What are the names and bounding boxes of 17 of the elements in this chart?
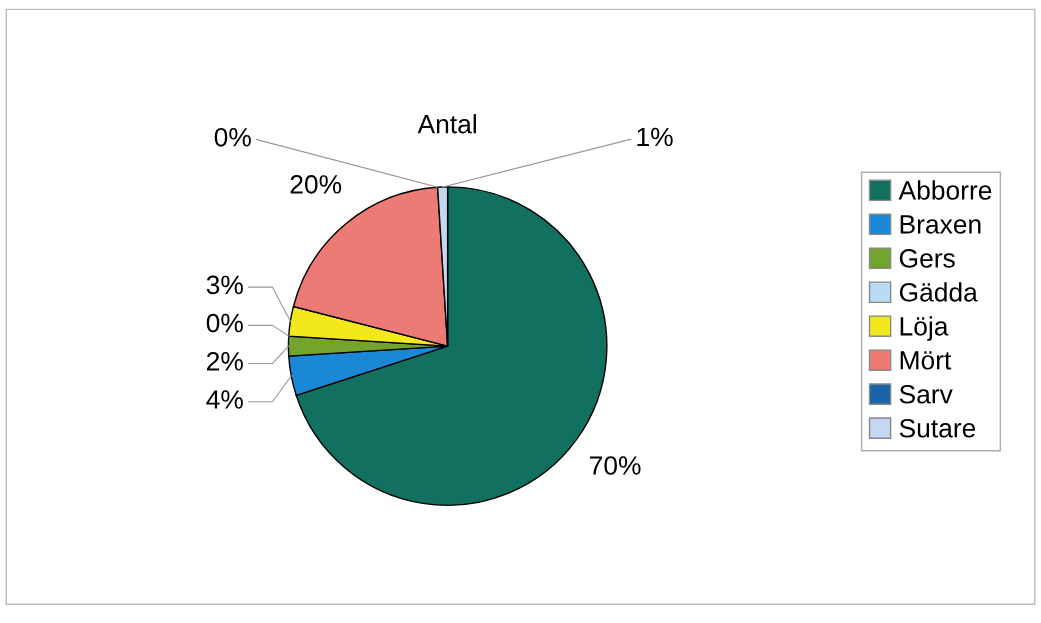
- legend-label: Braxen: [900, 215, 981, 234]
- legend-label: Sarv: [899, 384, 953, 404]
- text: 0%: [214, 127, 251, 147]
- data-label: 3%: [206, 275, 243, 295]
- data-label: 70%: [590, 456, 641, 475]
- legend-label: Abborre: [898, 180, 992, 200]
- legend-label: Sutare: [899, 418, 976, 438]
- data-label: 2%: [207, 351, 243, 371]
- data-label: 1%: [637, 127, 673, 147]
- legend-label: Gers: [899, 249, 955, 268]
- legend-label: Löja: [900, 316, 949, 341]
- data-label: 20%: [290, 175, 342, 194]
- legend-label: Mört: [900, 351, 952, 370]
- chart-title: Antal: [417, 114, 476, 134]
- legend-label: Gädda: [899, 282, 978, 302]
- text: 0%: [206, 313, 243, 333]
- data-label: 4%: [206, 390, 243, 409]
